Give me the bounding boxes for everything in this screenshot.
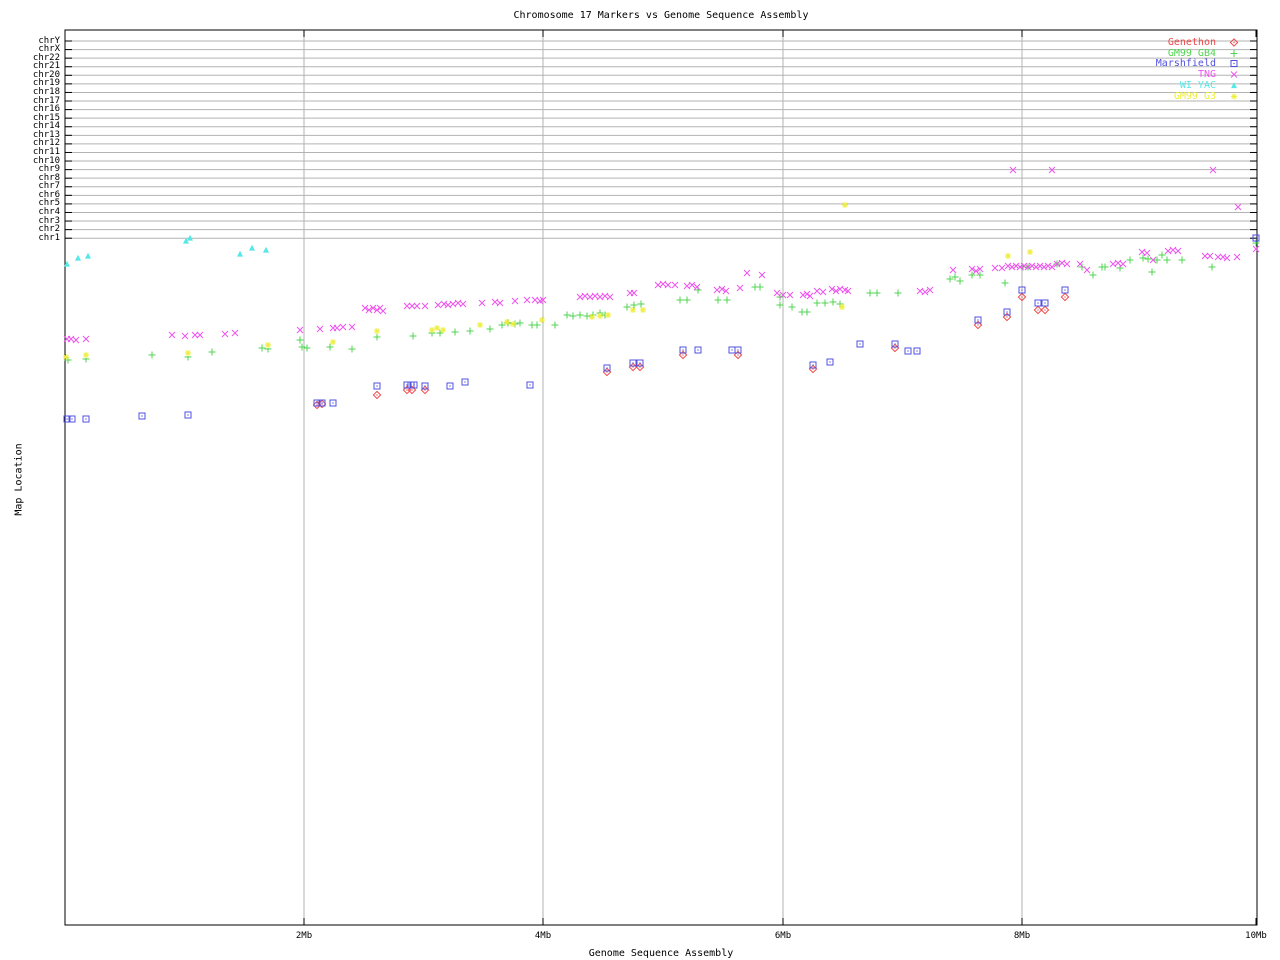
legend-label-wi-yac: WI YAC — [1179, 79, 1216, 91]
legend-item-genethon: Genethon — [1046, 37, 1242, 48]
y-tick-label: chr10 — [32, 155, 60, 166]
y-tick-label: chr5 — [38, 198, 60, 209]
y-tick-label: chr15 — [32, 112, 60, 123]
star-marker-icon — [1216, 91, 1242, 102]
legend-item-marshfield: Marshfield — [1046, 58, 1242, 69]
legend-label-genethon: Genethon — [1167, 37, 1216, 48]
legend-item-gm99-gb4: GM99 GB4 — [1046, 48, 1242, 59]
y-tick-label: chr21 — [32, 61, 60, 72]
y-tick-label: chr4 — [38, 206, 60, 217]
y-tick-label: chr20 — [32, 69, 60, 80]
plus-marker-icon — [1216, 48, 1242, 59]
x-tick-label: 4Mb — [534, 931, 552, 941]
legend-label-gm99-gb4: GM99 GB4 — [1167, 47, 1216, 59]
y-tick-label: chr16 — [32, 104, 60, 115]
y-tick-label: chr13 — [32, 129, 60, 140]
x-tick-label: 8Mb — [1013, 931, 1031, 941]
legend-item-wi-yac: WI YAC — [1046, 80, 1242, 91]
legend-label-gm99-g3: GM99 G3 — [1173, 90, 1216, 102]
y-tick-label: chr1 — [38, 232, 60, 243]
y-tick-label: chr14 — [32, 121, 60, 132]
y-tick-label: chr3 — [38, 215, 60, 226]
y-tick-label: chr18 — [32, 86, 60, 97]
legend-label-marshfield: Marshfield — [1155, 58, 1216, 70]
legend-item-gm99-g3: GM99 G3 — [1046, 91, 1242, 102]
square-marker-icon — [1216, 58, 1242, 69]
y-tick-label: chr11 — [32, 146, 60, 157]
diamond-marker-icon — [1216, 37, 1242, 48]
y-tick-label: chr9 — [38, 164, 60, 175]
y-tick-label: chr17 — [32, 95, 60, 106]
x-marker-icon — [1216, 69, 1242, 80]
legend-label-tng: TNG — [1197, 69, 1216, 81]
y-tick-label: chr8 — [38, 172, 60, 183]
y-axis-title: Map Location — [13, 443, 25, 516]
y-tick-label: chr12 — [32, 138, 60, 149]
x-tick-label: 6Mb — [774, 931, 792, 941]
y-tick-label: chr6 — [38, 189, 60, 200]
x-axis-title: Genome Sequence Assembly — [588, 948, 734, 959]
y-tick-label: chr22 — [32, 52, 60, 63]
y-tick-label: chr7 — [38, 181, 60, 192]
y-tick-label: chrX — [38, 44, 60, 55]
x-tick-label: 2Mb — [295, 931, 313, 941]
legend-item-tng: TNG — [1046, 69, 1242, 80]
chart-title: Chromosome 17 Markers vs Genome Sequence… — [513, 10, 809, 21]
triangle-marker-icon — [1216, 80, 1242, 91]
x-tick-label: 10Mb — [1245, 931, 1267, 941]
y-tick-label: chr19 — [32, 78, 60, 89]
y-tick-label: chrY — [38, 35, 60, 46]
y-tick-label: chr2 — [38, 224, 60, 235]
